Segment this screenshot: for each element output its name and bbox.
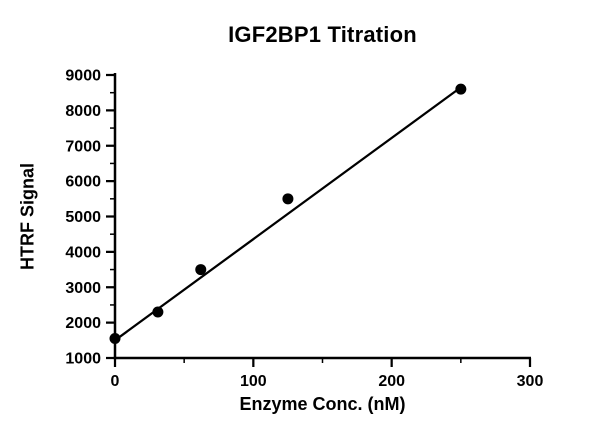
x-tick-label: 0: [111, 373, 120, 390]
y-tick-label: 9000: [65, 68, 101, 85]
data-point: [195, 264, 207, 276]
y-tick-label: 5000: [65, 209, 101, 226]
y-tick-label: 6000: [65, 174, 101, 191]
data-point: [282, 193, 294, 205]
fit-line: [113, 86, 462, 342]
y-axis-label: HTRF Signal: [17, 163, 38, 270]
data-point: [455, 83, 467, 95]
y-tick-label: 3000: [65, 280, 101, 297]
x-axis-label: Enzyme Conc. (nM): [239, 394, 406, 414]
x-tick-label: 200: [378, 373, 405, 390]
y-tick-label: 2000: [65, 315, 101, 332]
data-point: [109, 333, 121, 345]
chart-title: IGF2BP1 Titration: [228, 22, 417, 47]
y-tick-label: 1000: [65, 351, 101, 368]
x-tick-label: 300: [517, 373, 544, 390]
y-tick-label: 4000: [65, 244, 101, 261]
x-tick-label: 100: [240, 373, 267, 390]
data-point: [152, 306, 164, 318]
y-tick-label: 8000: [65, 103, 101, 120]
y-tick-label: 7000: [65, 138, 101, 155]
